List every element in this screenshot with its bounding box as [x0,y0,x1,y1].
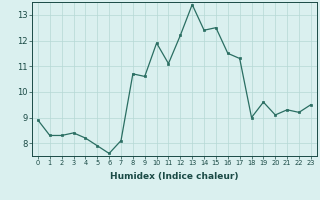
X-axis label: Humidex (Indice chaleur): Humidex (Indice chaleur) [110,172,239,181]
